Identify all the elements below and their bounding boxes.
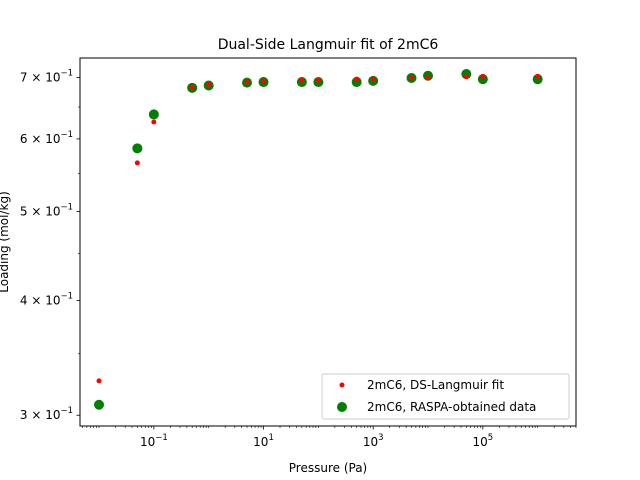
x-axis-ticks: 10−1 101 103 105 bbox=[82, 426, 577, 449]
x-tick-label: 105 bbox=[472, 433, 493, 449]
fit-point bbox=[480, 73, 486, 79]
y-tick-label: 7 × 10−1 bbox=[20, 68, 73, 84]
data-point bbox=[351, 77, 362, 88]
x-tick-label: 101 bbox=[253, 433, 274, 449]
fit-point bbox=[151, 119, 157, 125]
fit-point bbox=[299, 77, 305, 83]
y-tick-label: 3 × 10−1 bbox=[20, 406, 73, 422]
data-point bbox=[132, 143, 143, 154]
legend-box bbox=[321, 373, 570, 420]
y-axis-ticks: 3 × 10−1 4 × 10−1 5 × 10−1 6 × 10−1 7 × 10−1 bbox=[20, 68, 80, 422]
fit-point bbox=[244, 79, 250, 85]
fit-point bbox=[535, 73, 541, 79]
x-axis-label: Pressure (Pa) bbox=[289, 461, 367, 475]
fit-point bbox=[409, 75, 415, 81]
data-series bbox=[94, 69, 543, 410]
data-point bbox=[461, 69, 472, 80]
legend: 2mC6, DS-Langmuir fit 2mC6, RASPA-obtain… bbox=[321, 373, 570, 420]
y-axis-label: Loading (mol/kg) bbox=[0, 191, 11, 293]
data-point bbox=[94, 399, 105, 410]
legend-marker-fit bbox=[339, 382, 345, 388]
fit-point bbox=[261, 78, 267, 84]
x-tick-label: 10−1 bbox=[140, 433, 168, 449]
x-tick-label: 103 bbox=[363, 433, 384, 449]
y-tick-label: 4 × 10−1 bbox=[20, 292, 73, 308]
fit-point bbox=[463, 74, 469, 80]
fit-point bbox=[315, 77, 321, 83]
fit-point bbox=[354, 76, 360, 82]
fit-point bbox=[189, 84, 195, 90]
legend-marker-data bbox=[337, 402, 347, 412]
legend-label-data: 2mC6, RASPA-obtained data bbox=[367, 400, 536, 414]
data-point bbox=[148, 109, 159, 120]
fit-point bbox=[206, 81, 212, 87]
y-tick-label: 5 × 10−1 bbox=[20, 203, 73, 219]
fit-point bbox=[96, 378, 102, 384]
fit-point bbox=[134, 160, 140, 166]
fit-point bbox=[425, 74, 431, 80]
legend-label-fit: 2mC6, DS-Langmuir fit bbox=[367, 378, 504, 392]
chart-title: Dual-Side Langmuir fit of 2mC6 bbox=[218, 37, 439, 53]
data-point bbox=[532, 74, 543, 85]
data-point bbox=[477, 74, 488, 85]
fit-point bbox=[370, 76, 376, 82]
plot-frame bbox=[79, 57, 577, 427]
y-tick-label: 6 × 10−1 bbox=[20, 130, 73, 146]
